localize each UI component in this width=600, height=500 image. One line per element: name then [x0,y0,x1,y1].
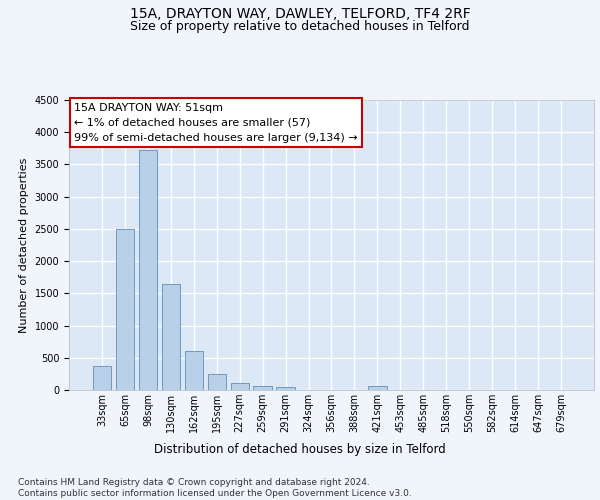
Bar [230,383,249,390]
Bar [185,352,203,390]
Text: Distribution of detached houses by size in Telford: Distribution of detached houses by size … [154,442,446,456]
Text: Contains HM Land Registry data © Crown copyright and database right 2024.
Contai: Contains HM Land Registry data © Crown c… [18,478,412,498]
Bar [162,284,180,390]
Bar [93,366,111,390]
Bar [277,387,295,390]
Bar [116,229,134,390]
Bar [208,374,226,390]
Bar [139,150,157,390]
Bar [368,386,386,390]
Y-axis label: Number of detached properties: Number of detached properties [19,158,29,332]
Text: 15A DRAYTON WAY: 51sqm
← 1% of detached houses are smaller (57)
99% of semi-deta: 15A DRAYTON WAY: 51sqm ← 1% of detached … [74,103,358,142]
Bar [253,386,272,390]
Text: 15A, DRAYTON WAY, DAWLEY, TELFORD, TF4 2RF: 15A, DRAYTON WAY, DAWLEY, TELFORD, TF4 2… [130,8,470,22]
Text: Size of property relative to detached houses in Telford: Size of property relative to detached ho… [130,20,470,33]
